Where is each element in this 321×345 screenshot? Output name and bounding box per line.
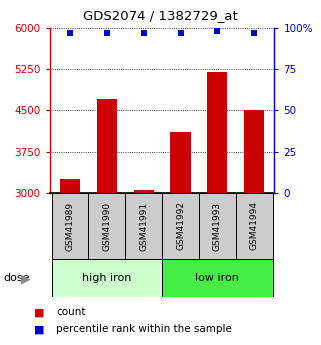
Point xyxy=(67,30,73,35)
Point xyxy=(104,30,109,35)
Point xyxy=(178,30,183,35)
Text: GDS2074 / 1382729_at: GDS2074 / 1382729_at xyxy=(83,9,238,22)
Text: count: count xyxy=(56,307,86,317)
Bar xyxy=(97,99,117,193)
Text: ■: ■ xyxy=(34,307,44,317)
Bar xyxy=(125,193,162,259)
Text: low iron: low iron xyxy=(195,273,239,283)
Bar xyxy=(52,259,162,297)
Bar xyxy=(134,190,154,193)
Point xyxy=(141,30,146,35)
Text: high iron: high iron xyxy=(82,273,132,283)
Bar xyxy=(162,259,273,297)
Bar xyxy=(244,110,264,193)
Bar xyxy=(162,193,199,259)
Text: GSM41990: GSM41990 xyxy=(102,201,111,250)
Bar xyxy=(88,193,125,259)
Text: GSM41994: GSM41994 xyxy=(250,201,259,250)
Text: GSM41992: GSM41992 xyxy=(176,201,185,250)
Bar xyxy=(207,72,228,193)
Text: dose: dose xyxy=(3,273,30,283)
Text: ▶: ▶ xyxy=(21,272,30,285)
Bar xyxy=(236,193,273,259)
Text: ■: ■ xyxy=(34,325,44,334)
Point xyxy=(215,28,220,34)
Bar xyxy=(52,193,88,259)
Bar xyxy=(199,193,236,259)
Text: GSM41989: GSM41989 xyxy=(65,201,74,250)
Bar xyxy=(170,132,191,193)
Bar xyxy=(60,179,80,193)
Text: GSM41993: GSM41993 xyxy=(213,201,222,250)
Point xyxy=(252,30,257,35)
Text: percentile rank within the sample: percentile rank within the sample xyxy=(56,325,232,334)
Text: GSM41991: GSM41991 xyxy=(139,201,148,250)
